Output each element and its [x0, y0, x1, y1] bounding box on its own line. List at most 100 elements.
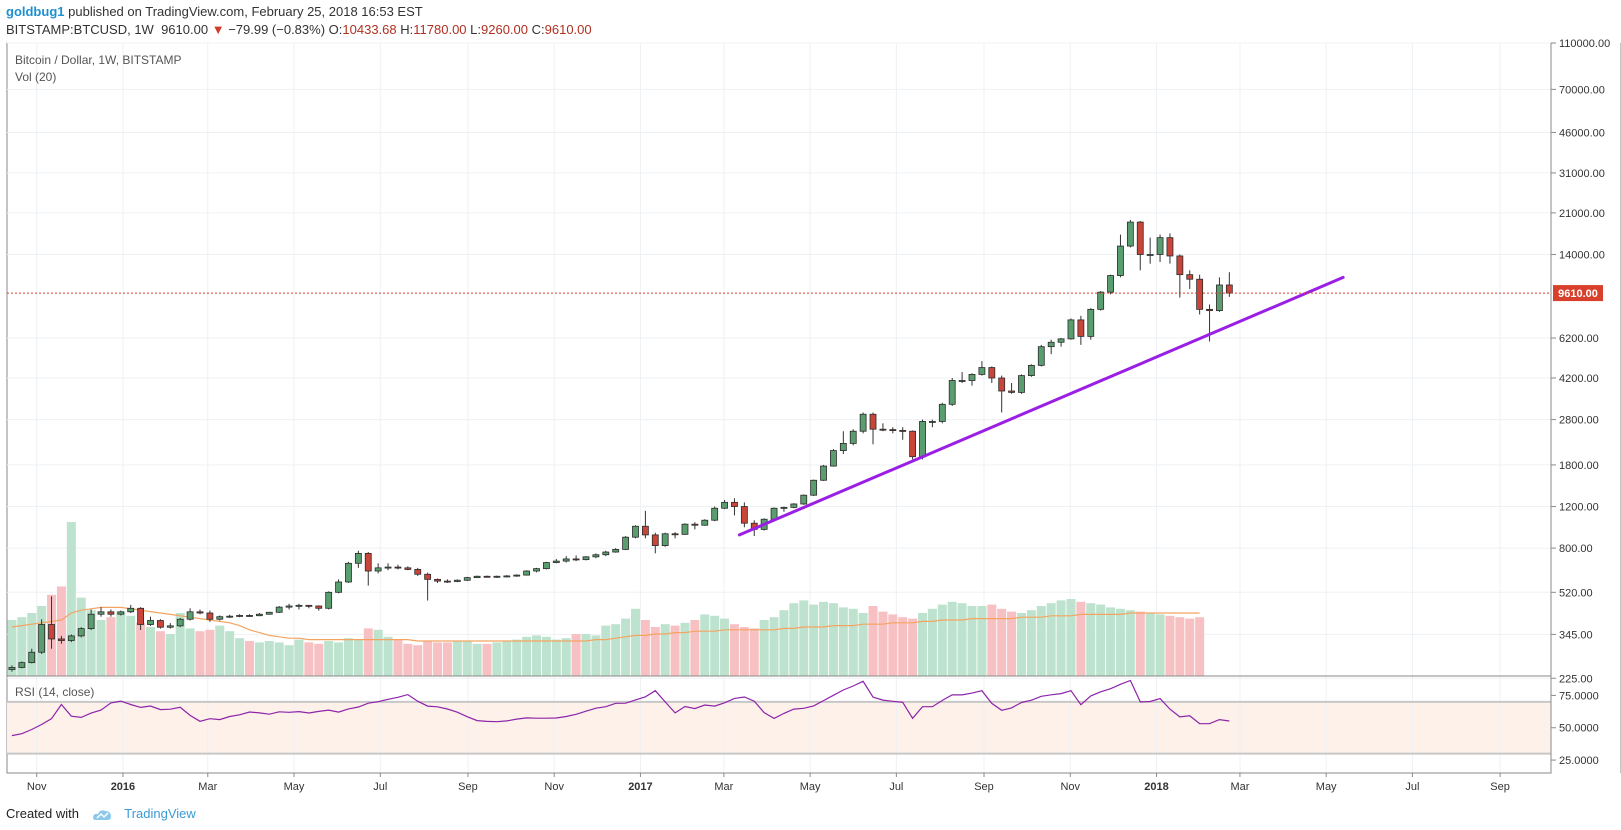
- close-value: 9610.00: [544, 22, 592, 37]
- candle-body: [295, 604, 303, 607]
- volume-bar: [700, 614, 710, 676]
- volume-bar: [967, 606, 977, 676]
- candle-body: [255, 613, 263, 617]
- candle: [246, 614, 253, 617]
- price-axis-label: 1200.00: [1559, 502, 1599, 514]
- chart-area[interactable]: 110000.00 70000.00 46000.00 31000.00 21000.0…: [0, 0, 1621, 800]
- volume-bar: [27, 613, 37, 676]
- candle: [1216, 277, 1223, 312]
- candle: [780, 506, 788, 512]
- candle: [889, 427, 897, 434]
- price-axis-label: 110000.00: [1559, 38, 1610, 50]
- candle: [810, 479, 818, 496]
- volume-bar: [175, 613, 185, 676]
- candle-body: [473, 575, 481, 579]
- volume-bar: [977, 606, 987, 676]
- rsi-axis-label: 25.0000: [1559, 755, 1599, 767]
- candle-body: [166, 625, 174, 628]
- volume-bar: [155, 631, 165, 676]
- candle: [929, 419, 936, 428]
- chart-title: Bitcoin / Dollar, 1W, BITSTAMP: [15, 53, 182, 67]
- candle-body: [820, 465, 827, 481]
- candle-body: [216, 616, 224, 620]
- published-text: published on TradingView.com, February 2…: [68, 4, 423, 19]
- candle: [533, 567, 540, 573]
- volume-bar: [957, 603, 967, 676]
- candle-body: [1196, 278, 1204, 310]
- candle: [671, 532, 679, 539]
- candle: [483, 575, 491, 578]
- volume-bar: [729, 624, 739, 676]
- candle: [998, 375, 1006, 413]
- candle: [523, 570, 531, 576]
- candle: [147, 616, 154, 626]
- volume-bar: [1046, 603, 1056, 676]
- volume-bar: [650, 627, 660, 676]
- candle: [226, 614, 234, 618]
- time-axis-label: Mar: [1230, 781, 1249, 793]
- ohlc-header: BITSTAMP:BTCUSD, 1W 9610.00 ▼ −79.99 (−0…: [6, 22, 592, 37]
- volume-bar: [334, 642, 344, 676]
- candle-body: [305, 604, 313, 607]
- candle-body: [740, 506, 748, 524]
- volume-bar: [690, 620, 700, 676]
- volume-bar: [532, 635, 542, 676]
- candle: [1047, 339, 1055, 355]
- candle: [384, 563, 392, 571]
- trendline[interactable]: [737, 275, 1345, 537]
- candle-body: [711, 507, 719, 521]
- time-axis-label: Mar: [198, 781, 217, 793]
- rsi-band-fill: [7, 701, 1551, 754]
- price-axis-label: 21000.00: [1559, 208, 1605, 220]
- candle: [434, 578, 441, 583]
- candle: [1018, 374, 1025, 394]
- candle: [1107, 274, 1114, 295]
- volume-bar: [1036, 606, 1046, 676]
- candle-body: [839, 443, 847, 451]
- tradingview-link[interactable]: TradingView: [124, 806, 196, 821]
- candle-body: [1206, 308, 1213, 312]
- candle: [1146, 237, 1154, 264]
- candle-body: [958, 380, 966, 382]
- candle: [157, 619, 164, 629]
- symbol-label: BITSTAMP:BTCUSD, 1W: [6, 22, 154, 37]
- candle: [176, 617, 184, 628]
- candle-body: [67, 635, 75, 641]
- rsi-axis-label: 50.0000: [1559, 723, 1599, 735]
- rsi-line: [11, 679, 1230, 737]
- time-axis-label: 2017: [628, 781, 652, 793]
- time-axis-label: Sep: [458, 781, 478, 793]
- volume-bar: [1007, 611, 1017, 676]
- volume-bar: [442, 642, 452, 676]
- rsi-axis-label: 75.0000: [1559, 690, 1599, 702]
- candle: [255, 613, 263, 617]
- volume-bar: [561, 638, 571, 676]
- candle: [958, 372, 966, 384]
- change-down-icon: ▼: [211, 22, 225, 37]
- volume-bar: [819, 601, 829, 676]
- volume-bar: [512, 639, 522, 676]
- candle-body: [988, 367, 996, 379]
- time-axis[interactable]: Nov 2016 Mar May Jul Sep Nov 2017 Mar May Jul Sep No…: [27, 773, 1510, 793]
- candle-body: [206, 612, 214, 620]
- high-label: H:: [400, 22, 414, 37]
- candle-body: [1216, 284, 1223, 312]
- candle: [691, 522, 699, 530]
- volume-bar: [353, 639, 363, 676]
- candle-body: [552, 560, 560, 563]
- volume-bar: [324, 641, 334, 676]
- candle: [1176, 254, 1184, 298]
- candle-body: [691, 523, 699, 526]
- candle-body: [87, 613, 95, 630]
- rsi-axis[interactable]: 75.0000 50.0000 25.0000: [1551, 690, 1599, 767]
- time-axis-label: May: [1316, 781, 1337, 793]
- candle-body: [117, 611, 125, 615]
- candle-body: [1225, 284, 1233, 294]
- time-axis-label: May: [284, 781, 305, 793]
- author-link[interactable]: goldbug1: [6, 4, 65, 19]
- candle: [206, 610, 214, 622]
- candle-body: [444, 580, 451, 583]
- price-axis[interactable]: 110000.00 70000.00 46000.00 31000.00 21000.0…: [1551, 38, 1610, 685]
- volume-bar: [927, 608, 937, 676]
- candle-body: [246, 615, 253, 617]
